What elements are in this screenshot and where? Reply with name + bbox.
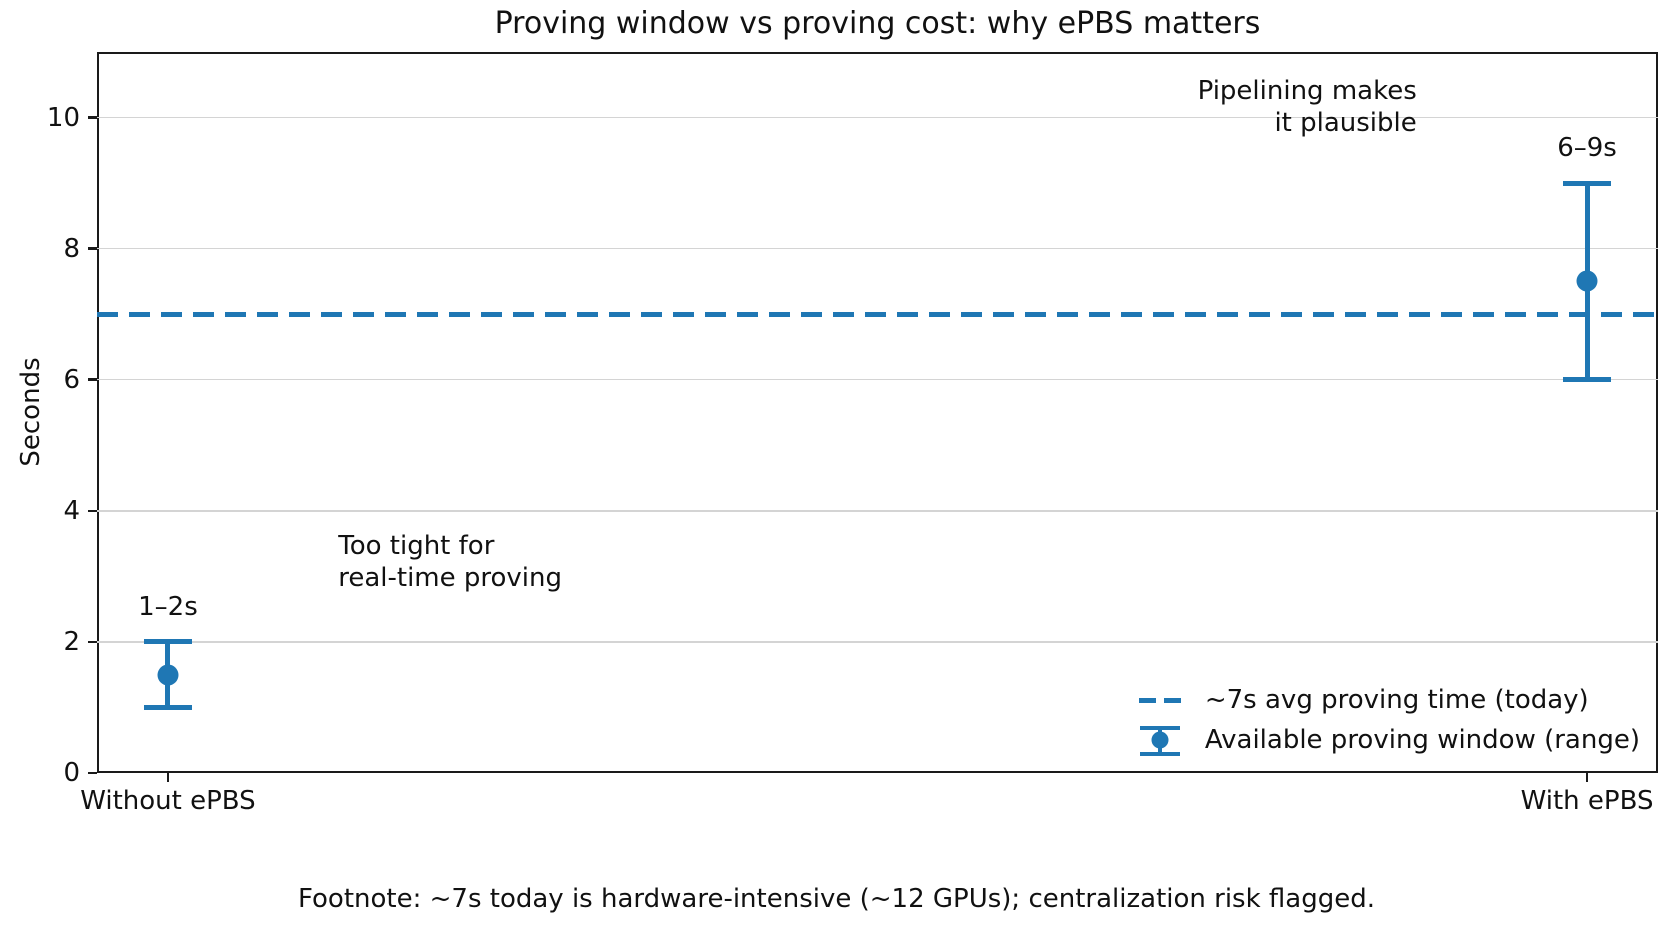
legend-dashed-line-icon [1138,684,1181,716]
y-tick-mark [88,247,97,250]
errorbar-marker [157,664,179,686]
y-axis-label: Seconds [16,357,46,467]
y-tick-mark [88,640,97,644]
errorbar-marker [1576,270,1598,292]
y-tick-mark [88,509,97,513]
errorbar-cap-bottom [143,704,192,710]
gridline [97,510,1658,512]
y-tick-label: 4 [63,495,80,526]
chart-legend: ~7s avg proving time (today) Available pr… [1138,683,1640,757]
x-tick-mark [1585,773,1589,782]
legend-label: Available proving window (range) [1204,725,1640,755]
legend-eb-bot [1139,752,1180,756]
legend-entry: ~7s avg proving time (today) [1138,683,1640,717]
y-tick-label: 10 [46,102,80,133]
errorbar-cap-top [143,639,192,645]
x-tick-mark [166,773,170,782]
legend-eb-dot [1151,731,1169,749]
chart-annotation: Too tight for real-time proving [338,531,563,594]
legend-errorbar-icon [1139,724,1181,756]
point-range-label: 1–2s [138,592,198,623]
axes-frame [97,52,1658,773]
errorbar-cap-top [1563,180,1612,186]
x-tick-label: With ePBS [1520,786,1654,816]
legend-entry: Available proving window (range) [1139,723,1640,757]
chart-footnote: Footnote: ~7s today is hardware-intensiv… [297,884,1376,914]
gridline [97,378,1658,381]
y-tick-label: 8 [63,233,80,264]
x-tick-label: Without ePBS [80,786,256,816]
y-tick-label: 6 [63,364,80,395]
legend-label: ~7s avg proving time (today) [1204,685,1589,715]
y-tick-mark [88,771,97,775]
y-tick-mark [88,378,97,381]
y-tick-mark [88,116,97,119]
y-tick-label: 2 [63,626,80,657]
gridline [97,116,1658,119]
dashed-line-swatch [1138,697,1181,703]
gridline [97,641,1658,643]
chart-annotation: Pipelining makes it plausible [1197,75,1417,138]
chart-title: Proving window vs proving cost: why ePBS… [494,6,1261,41]
gridline [97,247,1658,250]
reference-line [97,311,1658,317]
errorbar-cap-bottom [1563,377,1612,383]
point-range-label: 6–9s [1557,133,1617,164]
y-tick-label: 0 [63,758,80,788]
